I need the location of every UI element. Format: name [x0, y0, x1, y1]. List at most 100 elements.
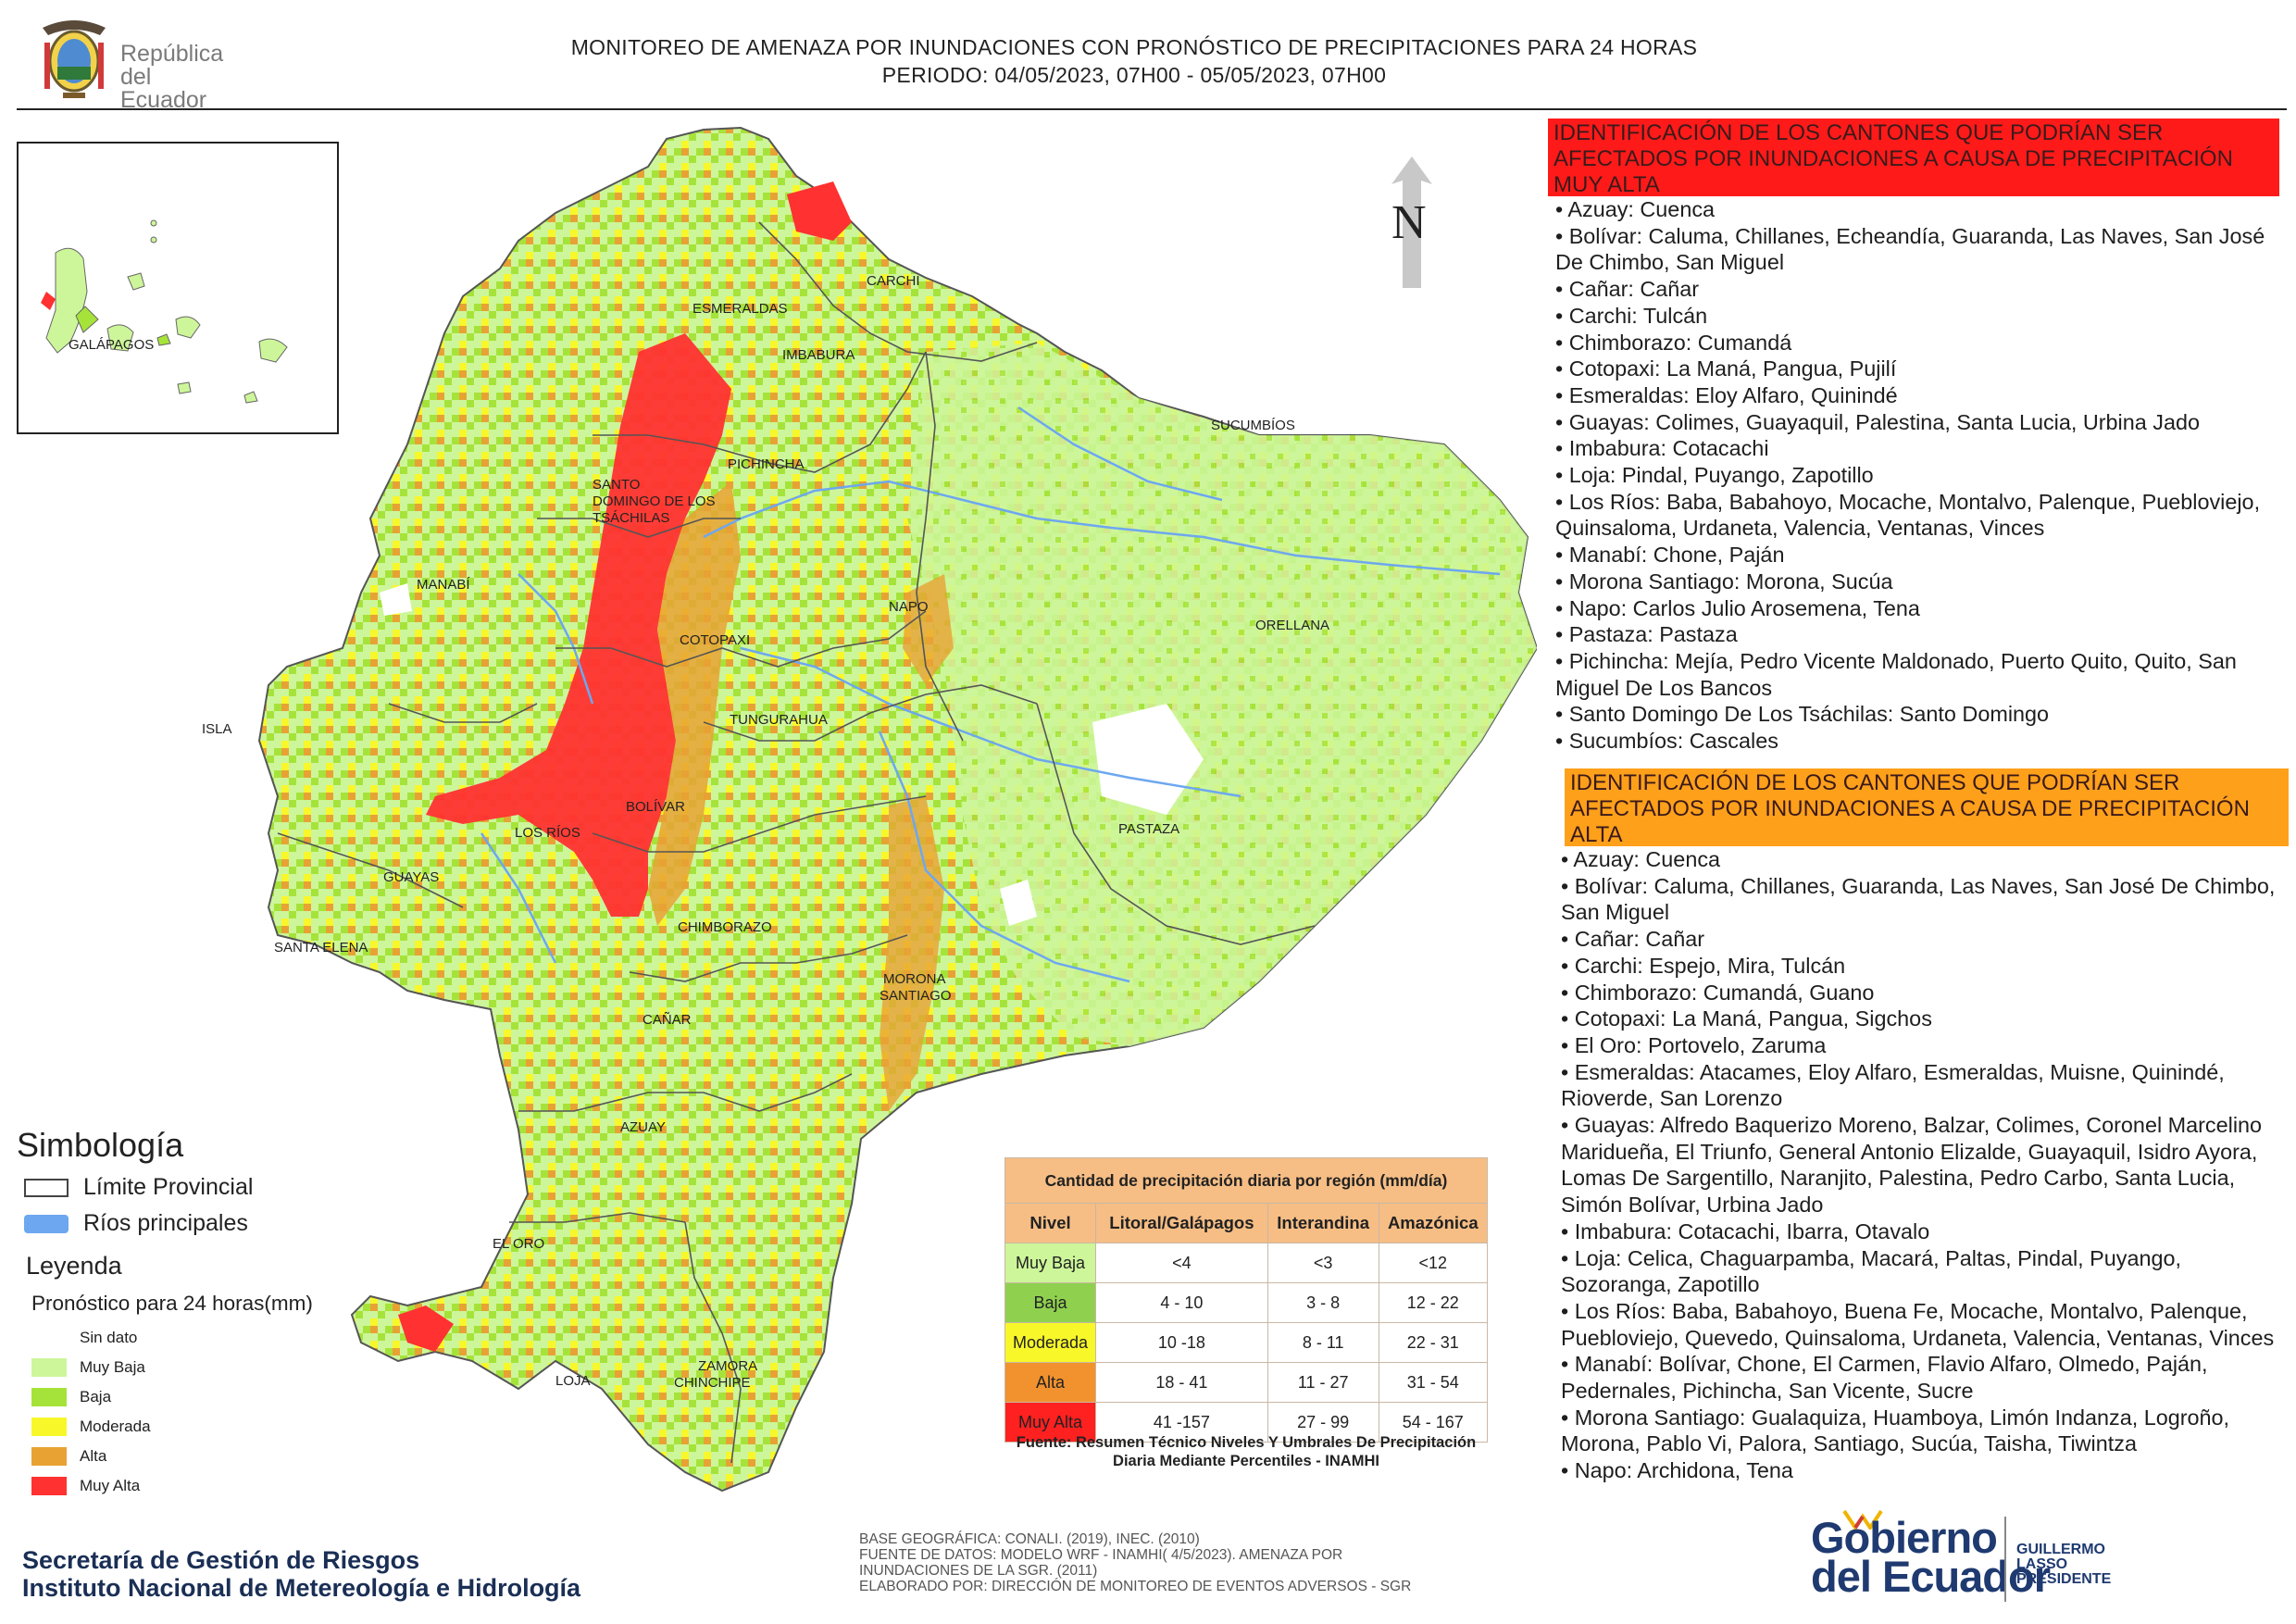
table-cell: 3 - 8 — [1267, 1282, 1379, 1323]
province-boundaries — [277, 221, 1316, 1464]
label-pastaza: PASTAZA — [1118, 821, 1179, 837]
table-cell: 54 - 167 — [1378, 1402, 1489, 1443]
list-item: • Santo Domingo De Los Tsáchilas: Santo … — [1555, 702, 2050, 727]
legend-swatch — [31, 1447, 67, 1466]
legend-label: Sin dato — [80, 1329, 138, 1346]
leyenda: Leyenda Pronóstico para 24 horas(mm) Sin… — [26, 1252, 313, 1501]
table-cell: Alta — [1004, 1362, 1097, 1403]
legend-row: Muy Alta — [26, 1471, 313, 1501]
label-santiago: SANTIAGO — [880, 988, 952, 1004]
list-item: • Loja: Pindal, Puyango, Zapotillo — [1555, 463, 1874, 488]
rios-swatch — [24, 1214, 69, 1233]
table-cell: <3 — [1267, 1243, 1379, 1283]
list-item: • Carchi: Tulcán — [1555, 303, 1708, 328]
source-line: INUNDACIONES DE LA SGR. (2011) — [859, 1563, 1098, 1579]
logo-text-1: República — [120, 41, 224, 67]
legend-row: Baja — [26, 1382, 313, 1412]
alta-heading: IDENTIFICACIÓN DE LOS CANTONES QUE PODRÍ… — [1565, 768, 2289, 847]
table-row: Muy Baja <4 <3 <12 — [1004, 1243, 1489, 1283]
label-galapagos: GALÁPAGOS — [69, 337, 154, 353]
coat-of-arms-icon — [43, 20, 106, 98]
data-sources: BASE GEOGRÁFICA: CONALI. (2019), INEC. (… — [859, 1531, 1433, 1594]
table-cell: 12 - 22 — [1378, 1282, 1489, 1323]
list-item: • Cañar: Cañar — [1555, 277, 1700, 302]
legend-row: Alta — [26, 1442, 313, 1471]
legend-label: Baja — [80, 1388, 112, 1405]
list-item: • Pastaza: Pastaza — [1555, 622, 1738, 647]
leyenda-title: Leyenda — [26, 1252, 122, 1280]
table-cell: 8 - 11 — [1267, 1322, 1379, 1363]
simbologia-title: Simbología — [17, 1126, 184, 1164]
list-item: • Sucumbíos: Cascales — [1555, 729, 1778, 754]
label-orellana: ORELLANA — [1255, 618, 1329, 633]
table-caption: Cantidad de precipitación diaria por reg… — [1004, 1157, 1488, 1204]
legend-swatch — [31, 1329, 67, 1347]
table-cell: Moderada — [1004, 1322, 1097, 1363]
list-item: • Chimborazo: Cumandá, Guano — [1561, 980, 1875, 1005]
galapagos-map: GALÁPAGOS — [41, 219, 288, 404]
title-line-2: PERIODO: 04/05/2023, 07H00 - 05/05/2023,… — [881, 63, 1387, 87]
table-cell: Muy Baja — [1004, 1243, 1097, 1283]
label-bolivar: BOLÍVAR — [626, 799, 685, 815]
table-header: Amazónica — [1378, 1203, 1489, 1243]
label-loja: LOJA — [555, 1373, 591, 1389]
label-los-rios: LOS RÍOS — [515, 825, 580, 841]
label-chinchipe: CHINCHIPE — [674, 1375, 751, 1391]
list-item: • Manabí: Bolívar, Chone, El Carmen, Fla… — [1561, 1352, 2208, 1404]
limite-swatch — [24, 1178, 69, 1197]
sin-dato-patch-3 — [380, 583, 412, 616]
source-line: ELABORADO POR: DIRECCIÓN DE MONITOREO DE… — [859, 1579, 1412, 1594]
label-el-oro: EL ORO — [493, 1236, 544, 1252]
table-cell: 10 -18 — [1095, 1322, 1268, 1363]
gobierno-text-2: del Ecuador — [1811, 1552, 2051, 1601]
legend-label: Muy Alta — [80, 1477, 141, 1494]
list-item: • Carchi: Espejo, Mira, Tulcán — [1561, 953, 1846, 978]
list-item: • Morona Santiago: Morona, Sucúa — [1555, 568, 1893, 593]
label-chimborazo: CHIMBORAZO — [678, 919, 772, 935]
gobierno-logo: Gobierno del Ecuador GUILLERMO LASSO PRE… — [1805, 1509, 2157, 1609]
sgr-line-2: Instituto Nacional de Metereología e Hid… — [22, 1574, 581, 1602]
sin-dato-patch-1 — [1092, 704, 1204, 815]
muy-alta-north — [787, 181, 852, 241]
legend-label: Alta — [80, 1447, 107, 1465]
list-item: • Guayas: Colimes, Guayaquil, Palestina,… — [1555, 409, 2200, 434]
table-row: Baja 4 - 10 3 - 8 12 - 22 — [1004, 1282, 1489, 1323]
list-item: • Azuay: Cuenca — [1561, 847, 1721, 871]
table-header: Nivel — [1004, 1203, 1097, 1243]
table-cell: 31 - 54 — [1378, 1362, 1489, 1403]
table-footnote: Fuente: Resumen Técnico Niveles Y Umbral… — [1016, 1434, 1477, 1469]
list-item: • Napo: Archidona, Tena — [1561, 1458, 1793, 1483]
table-row: Muy Alta 41 -157 27 - 99 54 - 167 — [1004, 1402, 1489, 1443]
simb-rios-row: Ríos principales — [17, 1210, 368, 1237]
list-item: • Los Ríos: Baba, Babahoyo, Buena Fe, Mo… — [1561, 1298, 2275, 1350]
list-item: • El Oro: Portovelo, Zaruma — [1561, 1032, 1827, 1057]
list-item: • Chimborazo: Cumandá — [1555, 330, 1792, 355]
gobierno-text-1: Gobierno — [1811, 1513, 1998, 1562]
label-pichincha: PICHINCHA — [728, 456, 805, 472]
list-item: • Cotopaxi: La Maná, Pangua, Sigchos — [1561, 1006, 1932, 1031]
label-esmeraldas: ESMERALDAS — [693, 301, 788, 317]
label-cotopaxi: COTOPAXI — [680, 632, 750, 648]
label-santo: SANTO — [593, 477, 640, 493]
north-arrow-icon: N — [1391, 156, 1432, 288]
alta-east-2 — [903, 574, 954, 685]
precipitation-table: Cantidad de precipitación diaria por reg… — [1004, 1157, 1489, 1443]
logo-text-2: del Ecuador — [120, 64, 207, 113]
legend-swatch — [31, 1388, 67, 1406]
map-title: MONITOREO DE AMENAZA POR INUNDACIONES CO… — [518, 33, 1750, 89]
label-sucumbios: SUCUMBÍOS — [1211, 418, 1295, 433]
list-item: • Guayas: Alfredo Baquerizo Moreno, Balz… — [1561, 1113, 2263, 1218]
header-divider — [17, 108, 2287, 110]
amazon-region — [907, 343, 1537, 1046]
label-guayas: GUAYAS — [383, 869, 439, 885]
label-canar: CAÑAR — [643, 1012, 692, 1028]
list-item: • Loja: Celica, Chaguarpamba, Macará, Pa… — [1561, 1245, 2182, 1297]
list-item: • Los Ríos: Baba, Babahoyo, Mocache, Mon… — [1555, 489, 2261, 541]
table-cell: Baja — [1004, 1282, 1097, 1323]
list-item: • Pichincha: Mejía, Pedro Vicente Maldon… — [1555, 648, 2237, 700]
limite-label: Límite Provincial — [83, 1174, 254, 1200]
sgr-credit: Secretaría de Gestión de Riesgos Institu… — [22, 1546, 580, 1602]
list-item: • Napo: Carlos Julio Arosemena, Tena — [1555, 595, 1920, 620]
legend-swatch — [31, 1358, 67, 1377]
table-header: Litoral/Galápagos — [1095, 1203, 1268, 1243]
